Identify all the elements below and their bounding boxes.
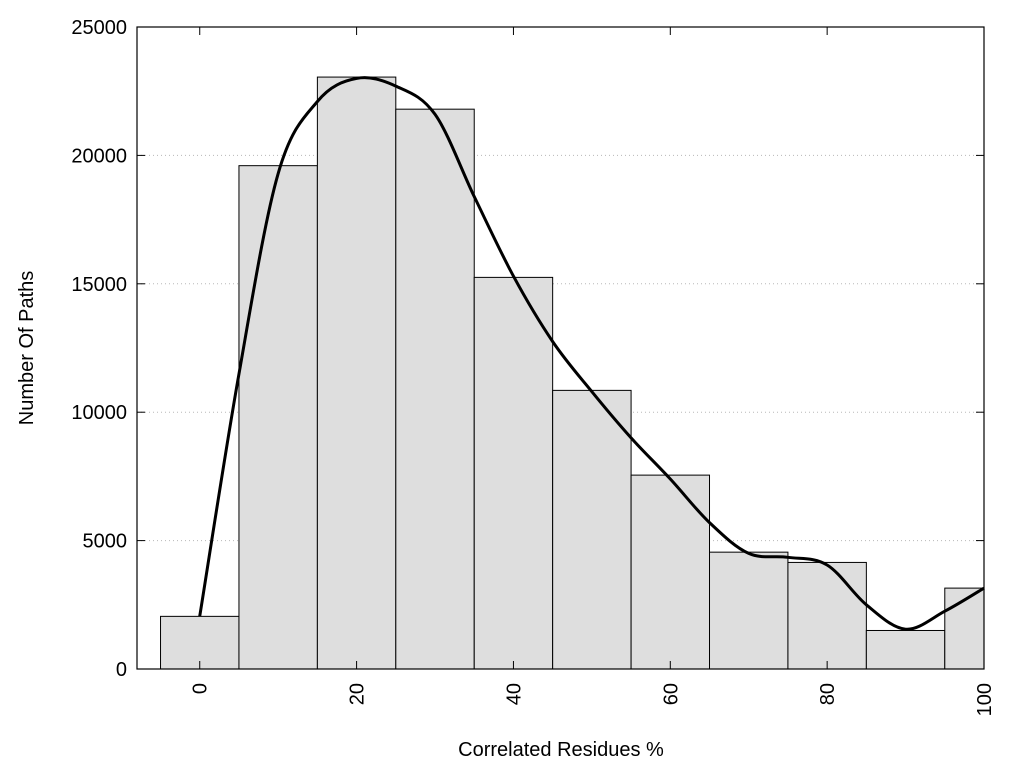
x-tick-label: 60	[660, 683, 682, 705]
histogram-bar	[709, 551, 789, 670]
histogram-bar	[787, 561, 867, 670]
density-curve	[198, 76, 985, 631]
plot-frame	[136, 26, 985, 670]
histogram-bar	[473, 276, 554, 670]
y-axis-label: Number Of Paths	[16, 271, 38, 426]
axes-layer: 0 5000 10000 15000 20000 25000 0 20 40 60 80 100	[71, 17, 996, 716]
y-tick-label: 20000	[71, 145, 127, 167]
y-tick-label: 0	[116, 659, 127, 681]
histogram-bar	[865, 629, 946, 670]
histogram-bar	[630, 474, 711, 670]
x-axis-label: Correlated Residues %	[458, 739, 664, 761]
histogram-bar	[316, 76, 397, 670]
histogram-bar	[160, 615, 240, 670]
x-tick-label: 40	[503, 683, 525, 705]
y-tick-label: 10000	[71, 402, 127, 424]
x-tick-label: 80	[817, 683, 839, 705]
y-tick-label: 25000	[71, 17, 127, 39]
curve-layer	[198, 76, 985, 631]
histogram-bar	[238, 165, 318, 670]
y-tick-label: 5000	[83, 531, 128, 553]
x-tick-label: 20	[347, 683, 369, 705]
y-tick-label: 15000	[71, 274, 127, 296]
histogram-bar	[552, 389, 632, 670]
bars-layer	[160, 76, 985, 670]
x-tick-label: 100	[974, 683, 996, 716]
x-tick-label: 0	[190, 683, 212, 694]
histogram-bar	[395, 108, 475, 670]
